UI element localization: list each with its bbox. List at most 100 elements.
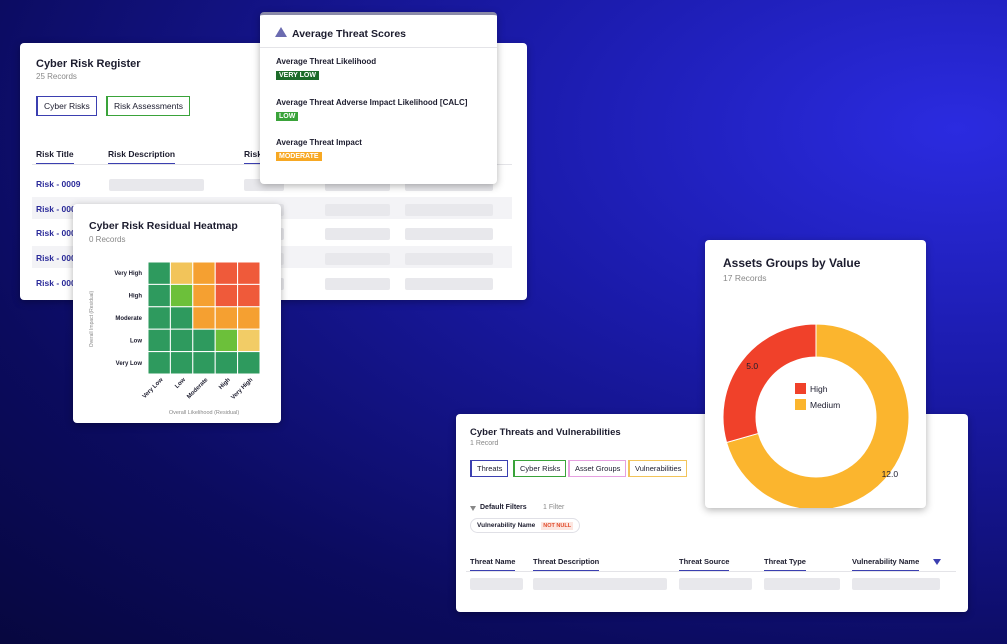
legend-swatch: [795, 383, 806, 394]
heat-cell: [169, 283, 194, 308]
placeholder: [405, 253, 493, 265]
filter-dropdown[interactable]: Default Filters: [480, 504, 527, 511]
placeholder: [325, 228, 390, 240]
heat-cell: [169, 351, 194, 375]
heat-cell: [237, 351, 261, 375]
heat-cell: [147, 328, 171, 353]
y-axis-label: Overall Impact (Residual): [89, 290, 95, 347]
heat-cell: [147, 351, 171, 375]
threat-scores-card: Average Threat Scores Average Threat Like…: [260, 12, 497, 184]
column-header: Vulnerability Name: [852, 557, 920, 572]
data-label: 5.0: [746, 361, 758, 371]
score-badge: VERY LOW: [276, 71, 319, 80]
score-label: Average Threat Impact: [276, 138, 362, 147]
heat-cell: [237, 306, 261, 330]
placeholder: [325, 204, 390, 216]
heat-cell: [237, 328, 261, 353]
tab[interactable]: Risk Assessments: [106, 96, 190, 116]
donut-chart: 12.0 5.0 High Medium: [722, 323, 910, 508]
placeholder: [405, 228, 493, 240]
heat-cell: [147, 306, 171, 330]
row-title[interactable]: Risk - 0008: [36, 204, 81, 214]
heat-cell: [192, 351, 216, 375]
divider: [466, 571, 956, 572]
column-label: Moderate: [186, 377, 210, 401]
row-title[interactable]: Risk - 000: [36, 278, 76, 288]
filter-icon: [470, 506, 476, 511]
column-label: Low: [174, 377, 187, 390]
x-axis-label: Overall Likelihood (Residual): [169, 410, 239, 416]
column-label: Very High: [230, 377, 254, 401]
placeholder: [764, 578, 840, 590]
assets-card: Assets Groups by Value 17 Records 12.0 5.0 H…: [705, 240, 926, 508]
row-label: Low: [130, 338, 142, 344]
heat-cell: [147, 261, 171, 285]
heat-cell: [169, 306, 194, 330]
column-header: Threat Name: [470, 557, 516, 572]
heat-cell: [192, 328, 216, 353]
heat-cell: [237, 261, 261, 285]
warning-icon: [275, 27, 287, 37]
heat-cell: [192, 283, 216, 308]
row-title[interactable]: Risk - 000: [36, 228, 76, 238]
heat-cell: [214, 283, 239, 308]
score-label: Average Threat Likelihood: [276, 57, 377, 66]
card-subtitle: 25 Records: [36, 72, 77, 81]
placeholder: [325, 253, 390, 265]
heat-cell: [192, 261, 216, 285]
score-label: Average Threat Adverse Impact Likelihood…: [276, 97, 468, 107]
donut-segment: [725, 323, 910, 508]
column-label: High: [218, 377, 232, 391]
data-label: 12.0: [882, 469, 899, 479]
tab[interactable]: Asset Groups: [568, 460, 627, 477]
column-label: Very Low: [142, 377, 165, 400]
card-title: Assets Groups by Value: [723, 256, 861, 270]
chip-badge: NOT NULL: [541, 521, 574, 530]
card-title: Cyber Risk Residual Heatmap: [89, 220, 238, 232]
column-header: Threat Source: [679, 557, 730, 572]
tab[interactable]: Cyber Risks: [36, 96, 97, 116]
placeholder: [325, 278, 390, 290]
tab[interactable]: Vulnerabilities: [628, 460, 688, 477]
heatmap-card: Cyber Risk Residual Heatmap 0 Records Very…: [73, 204, 281, 423]
placeholder: [533, 578, 667, 590]
heat-cell: [214, 261, 239, 285]
heat-cell: [169, 328, 194, 353]
row-label: Very High: [114, 271, 142, 277]
score-badge: LOW: [276, 111, 299, 121]
divider: [260, 47, 497, 48]
legend-label: Medium: [810, 400, 840, 410]
placeholder: [405, 204, 493, 216]
heat-cell: [147, 283, 171, 308]
card-subtitle: 17 Records: [723, 273, 767, 283]
row-label: Moderate: [115, 316, 142, 322]
card-subtitle: 0 Records: [89, 235, 126, 244]
row-label: High: [129, 294, 143, 300]
tab[interactable]: Threats: [470, 460, 509, 477]
tab[interactable]: Cyber Risks: [513, 460, 567, 477]
column-header: Threat Description: [533, 557, 600, 572]
heat-cell: [169, 261, 194, 285]
heat-cell: [214, 351, 239, 375]
placeholder: [679, 578, 752, 590]
score-badge: MODERATE: [276, 152, 322, 161]
card-title: Cyber Threats and Vulnerabilities: [470, 427, 621, 438]
card-title: Average Threat Scores: [292, 28, 406, 40]
filter-icon[interactable]: [933, 559, 941, 565]
filter-count: 1 Filter: [543, 504, 565, 511]
placeholder: [109, 179, 204, 191]
column-header: Threat Type: [764, 557, 806, 572]
row-label: Very Low: [116, 361, 143, 367]
column-header: Risk Title: [36, 149, 74, 165]
filter-chip[interactable]: Vulnerability Name NOT NULL: [470, 518, 581, 533]
column-header: Risk Description: [108, 149, 176, 165]
heat-cell: [214, 328, 239, 353]
row-title[interactable]: Risk - 000: [36, 253, 76, 263]
placeholder: [470, 578, 523, 590]
chip-label: Vulnerability Name: [477, 522, 536, 529]
donut-segment: [722, 323, 817, 444]
heat-cell: [214, 306, 239, 330]
row-title[interactable]: Risk - 0009: [36, 179, 81, 189]
